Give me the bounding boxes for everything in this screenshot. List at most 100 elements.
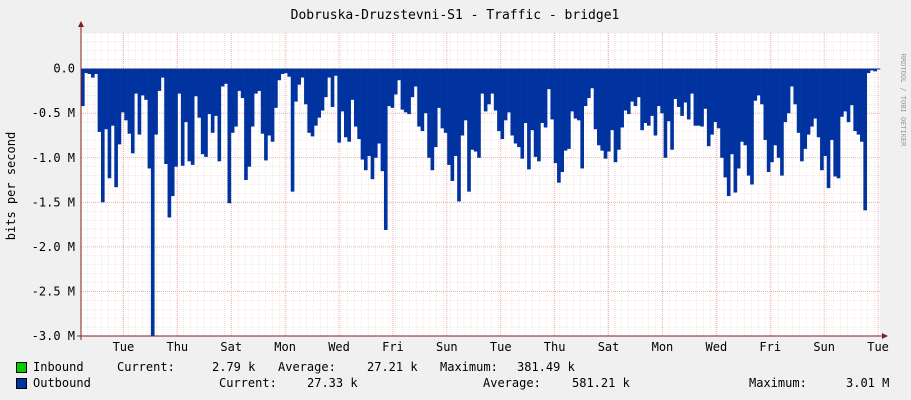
outbound-bar [417, 68, 421, 127]
outbound-bar [650, 68, 654, 116]
outbound-bar [117, 68, 122, 145]
outbound-bar [557, 68, 561, 183]
outbound-bar [616, 68, 621, 150]
inbound-current-label: Current: [117, 360, 175, 374]
outbound-bar [833, 68, 838, 177]
outbound-bar [593, 68, 598, 130]
outbound-bar [254, 68, 258, 94]
outbound-bar [643, 68, 648, 124]
outbound-bar [407, 68, 411, 115]
outbound-bar [673, 68, 678, 99]
outbound-bar [706, 68, 711, 147]
outbound-bar [470, 68, 475, 150]
outbound-bar [613, 68, 618, 163]
outbound-bar [603, 68, 608, 159]
outbound-bar [630, 68, 634, 102]
outbound-bar [294, 68, 298, 102]
outbound-bar [846, 68, 851, 123]
x-axis-arrow [882, 333, 888, 339]
outbound-bar [187, 68, 192, 162]
outbound-bar [587, 68, 591, 99]
outbound-bar [713, 68, 718, 123]
outbound-bar [94, 68, 98, 74]
outbound-bar [280, 68, 285, 74]
outbound-bar [110, 68, 115, 126]
outbound-bar [387, 68, 391, 107]
outbound-bar [210, 68, 215, 133]
outbound-bar [90, 68, 95, 78]
outbound-bar [480, 68, 485, 94]
outbound-current-label: Current: [219, 376, 277, 390]
outbound-bar [150, 68, 155, 336]
outbound-bar [300, 68, 305, 78]
outbound-bar [853, 68, 857, 132]
outbound-bar [663, 68, 668, 158]
outbound-bar [127, 68, 132, 134]
outbound-bar [194, 68, 198, 97]
outbound-bar [823, 68, 828, 156]
inbound-average-label: Average: [278, 360, 336, 374]
y-axis-label: bits per second [4, 132, 18, 240]
outbound-bar [367, 68, 371, 156]
outbound-bar [164, 68, 168, 165]
y-axis-arrow [78, 21, 84, 27]
outbound-bar [830, 68, 834, 140]
outbound-bar [274, 68, 278, 108]
outbound-bar [553, 68, 558, 164]
outbound-bar [527, 68, 531, 170]
outbound-bar [723, 68, 728, 178]
outbound-bar [410, 68, 415, 98]
outbound-bar [530, 68, 535, 131]
x-tick-label: Mon [652, 340, 674, 354]
outbound-bar [780, 68, 784, 176]
outbound-bar [420, 68, 425, 132]
outbound-bar [870, 68, 874, 71]
x-tick-label: Sat [220, 340, 242, 354]
outbound-bar [250, 68, 255, 127]
y-tick-label: -0.5 M [32, 106, 75, 120]
outbound-bar [413, 68, 418, 87]
outbound-current-value: 27.33 k [307, 376, 358, 390]
outbound-bar [826, 68, 831, 189]
outbound-bar [114, 68, 118, 188]
outbound-bar [81, 68, 85, 107]
x-tick-label: Tue [113, 340, 135, 354]
outbound-bar [423, 68, 428, 114]
outbound-bar [287, 68, 292, 77]
outbound-bar [97, 68, 102, 132]
outbound-bar [786, 68, 791, 114]
outbound-bar [350, 68, 355, 100]
outbound-bar [157, 68, 162, 91]
outbound-bar [450, 68, 455, 181]
outbound-bar [244, 68, 248, 181]
x-tick-label: Mon [274, 340, 296, 354]
outbound-bar [284, 68, 288, 74]
outbound-bar [806, 68, 811, 135]
outbound-bar [324, 68, 328, 98]
inbound-maximum-value: 381.49 k [517, 360, 575, 374]
outbound-bar [84, 68, 88, 74]
outbound-bar [866, 68, 871, 74]
outbound-bar [776, 68, 781, 158]
outbound-bar [753, 68, 758, 101]
outbound-bar [487, 68, 491, 105]
outbound-bar [726, 68, 731, 197]
outbound-bar [560, 68, 565, 173]
outbound-bar [167, 68, 172, 218]
outbound-bar [770, 68, 774, 163]
outbound-bar [803, 68, 808, 149]
outbound-bar [314, 68, 318, 126]
outbound-bar [523, 68, 528, 124]
y-tick-label: -3.0 M [32, 329, 75, 343]
outbound-bar [693, 68, 698, 126]
outbound-bar [670, 68, 674, 150]
y-tick-label: -1.5 M [32, 195, 75, 209]
outbound-bar [147, 68, 152, 169]
outbound-bar [656, 68, 661, 107]
outbound-bar [100, 68, 105, 203]
outbound-bar [237, 68, 242, 91]
outbound-bar [310, 68, 315, 137]
outbound-bar [317, 68, 321, 118]
outbound-bar [573, 68, 578, 119]
x-tick-label: Fri [382, 340, 404, 354]
